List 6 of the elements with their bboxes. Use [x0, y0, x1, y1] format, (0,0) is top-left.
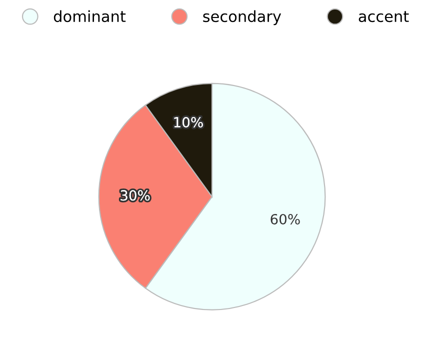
data-label: 30% — [120, 190, 150, 201]
data-label: 60% — [270, 214, 300, 224]
data-label: 10% — [174, 116, 203, 128]
legend-label: accent — [358, 11, 409, 22]
legend-label: secondary — [203, 10, 282, 26]
legend-label: dominant — [54, 10, 126, 22]
